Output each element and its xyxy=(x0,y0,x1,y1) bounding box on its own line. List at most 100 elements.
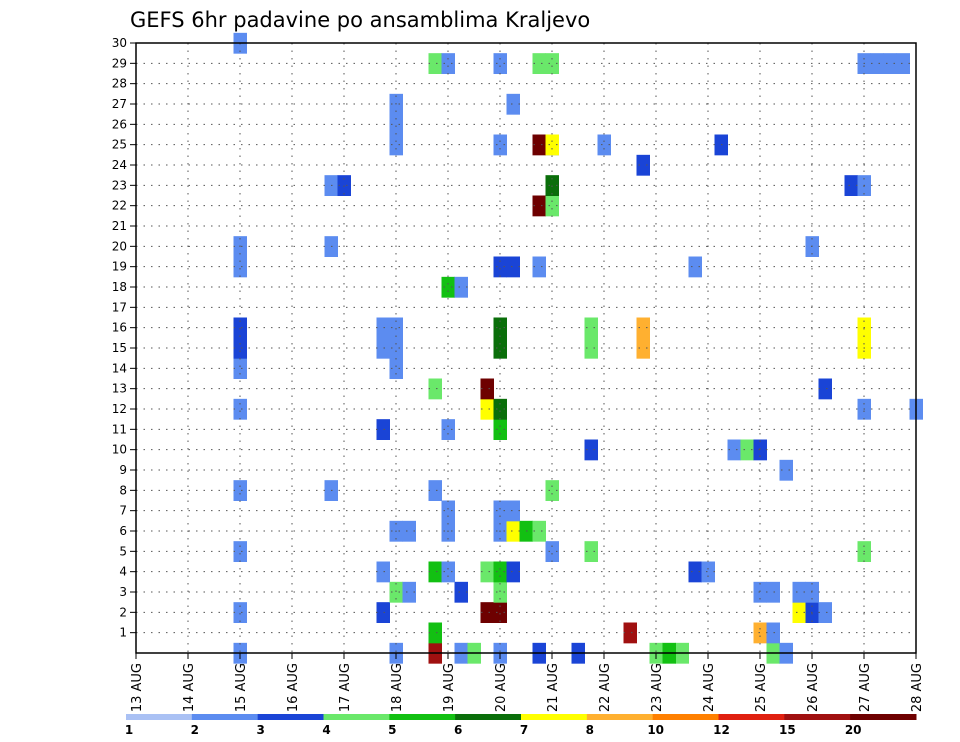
heatmap-cell xyxy=(883,53,897,74)
heatmap-cell xyxy=(493,398,507,420)
y-tick-label: 26 xyxy=(112,117,127,131)
y-tick-label: 17 xyxy=(112,300,127,314)
legend-label: 8 xyxy=(586,723,594,737)
heatmap-cell xyxy=(766,622,780,644)
heatmap-cell xyxy=(441,53,455,74)
y-tick-label: 8 xyxy=(119,483,127,497)
heatmap-cell xyxy=(493,317,507,339)
legend-label: 12 xyxy=(713,723,730,737)
heatmap-cell xyxy=(233,358,247,379)
legend-swatch xyxy=(126,714,193,720)
legend-swatch xyxy=(323,714,390,720)
heatmap-cell xyxy=(441,276,455,298)
heatmap-cell xyxy=(545,134,559,156)
y-tick-label: 9 xyxy=(119,463,127,477)
legend-swatch xyxy=(521,714,588,720)
heatmap-cell xyxy=(493,602,507,623)
heatmap-cell xyxy=(454,581,468,603)
x-tick-label: 20 AUG xyxy=(494,663,509,712)
legend-label: 15 xyxy=(779,723,796,737)
heatmap-cell xyxy=(376,561,390,583)
heatmap-cell xyxy=(493,500,507,522)
heatmap-cell xyxy=(493,256,507,278)
legend-swatch xyxy=(718,714,785,720)
x-tick-label: 24 AUG xyxy=(702,663,717,712)
y-tick-label: 12 xyxy=(112,402,127,416)
heatmap-cell xyxy=(376,602,390,623)
y-tick-label: 11 xyxy=(112,422,127,436)
legend-swatch xyxy=(455,714,522,720)
heatmap-cell xyxy=(623,622,637,644)
heatmap-cell xyxy=(233,256,247,278)
chart-grid xyxy=(135,42,917,653)
heatmap-cell xyxy=(376,337,390,359)
y-tick-label: 30 xyxy=(112,36,127,50)
heatmap-cell xyxy=(740,439,754,461)
heatmap-cell xyxy=(389,581,403,603)
x-tick-label: 17 AUG xyxy=(338,663,353,712)
heatmap-cell xyxy=(506,520,520,542)
heatmap-cell xyxy=(844,175,858,196)
y-tick-label: 18 xyxy=(112,280,127,294)
heatmap-cell xyxy=(389,317,403,339)
y-tick-label: 23 xyxy=(112,178,127,192)
heatmap-cell xyxy=(636,337,650,359)
heatmap-cell xyxy=(727,439,741,461)
y-tick-label: 20 xyxy=(112,239,127,253)
y-tick-label: 7 xyxy=(119,504,127,518)
x-tick-label: 13 AUG xyxy=(130,663,145,712)
heatmap-cell xyxy=(818,602,832,623)
heatmap-cell xyxy=(493,337,507,359)
heatmap-cell xyxy=(545,480,559,501)
x-tick-label: 16 AUG xyxy=(286,663,301,712)
heatmap-cell xyxy=(428,53,442,74)
legend-label: 2 xyxy=(191,723,199,737)
heatmap-cell xyxy=(545,195,559,217)
heatmap-cell xyxy=(480,378,494,400)
heatmap-cell xyxy=(532,520,546,542)
y-tick-label: 25 xyxy=(112,138,127,152)
x-tick-label: 22 AUG xyxy=(598,663,613,712)
x-tick-label: 28 AUG xyxy=(910,663,925,712)
legend-label: 3 xyxy=(256,723,264,737)
y-tick-label: 27 xyxy=(112,97,127,111)
heatmap-cell xyxy=(753,581,767,603)
heatmap-cell xyxy=(532,53,546,74)
heatmap-cell xyxy=(480,561,494,583)
heatmap-cell xyxy=(233,337,247,359)
heatmap-cell xyxy=(493,561,507,583)
y-tick-label: 21 xyxy=(112,219,127,233)
y-tick-label: 16 xyxy=(112,321,127,335)
heatmap-cell xyxy=(506,93,520,115)
heatmap-cell xyxy=(493,53,507,74)
x-tick-label: 15 AUG xyxy=(234,663,249,712)
y-tick-label: 28 xyxy=(112,77,127,91)
heatmap-cell xyxy=(389,114,403,135)
legend-swatch xyxy=(784,714,851,720)
y-tick-label: 4 xyxy=(119,565,127,579)
heatmap-cell xyxy=(766,581,780,603)
y-tick-label: 2 xyxy=(119,605,127,619)
heatmap-cell xyxy=(480,398,494,420)
heatmap-cell xyxy=(636,317,650,339)
heatmap-cell xyxy=(584,337,598,359)
heatmap-cell xyxy=(233,541,247,562)
heatmap-cell xyxy=(233,602,247,623)
heatmap-cell xyxy=(688,561,702,583)
legend-label: 4 xyxy=(322,723,330,737)
legend-label: 10 xyxy=(647,723,664,737)
heatmap-cell xyxy=(870,53,884,74)
heatmap-cell xyxy=(233,480,247,501)
heatmap-cell xyxy=(233,317,247,339)
x-tick-label: 14 AUG xyxy=(182,663,197,712)
heatmap-cell xyxy=(506,561,520,583)
legend-swatch xyxy=(586,714,654,720)
chart-title: GEFS 6hr padavine po ansamblima Kraljevo xyxy=(130,8,590,32)
legend-label: 5 xyxy=(388,723,396,737)
y-tick-label: 24 xyxy=(112,158,127,172)
heatmap-cell xyxy=(584,317,598,339)
heatmap-cell xyxy=(402,520,416,542)
heatmap-cell xyxy=(389,358,403,379)
heatmap-cell xyxy=(493,419,507,440)
